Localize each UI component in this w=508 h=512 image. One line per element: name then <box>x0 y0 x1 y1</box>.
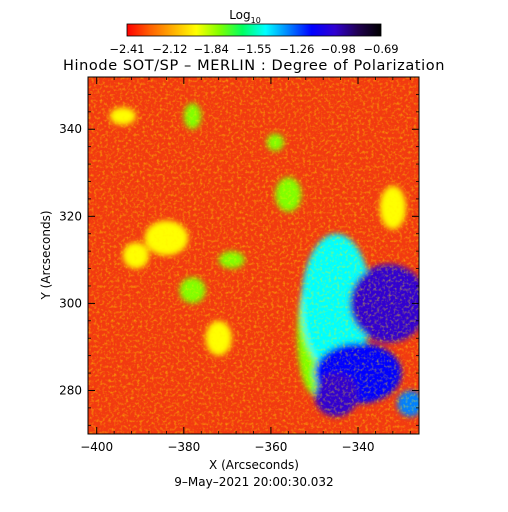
x-tick-label: −380 <box>167 440 200 454</box>
y-tick-label: 340 <box>59 122 82 136</box>
colorbar-tick-label: −1.55 <box>236 42 271 56</box>
x-axis: −400 −380 −360 −340 <box>80 77 411 454</box>
y-axis: 280 300 320 340 <box>59 76 419 426</box>
colorbar-label: Log10 <box>229 8 261 25</box>
heatmap-speckle <box>88 77 419 434</box>
colorbar-tick-label: −2.41 <box>109 42 144 56</box>
x-tick-label: −400 <box>80 440 113 454</box>
colorbar-tick-label: −2.12 <box>152 42 187 56</box>
x-tick-label: −360 <box>254 440 287 454</box>
y-tick-label: 320 <box>59 209 82 223</box>
x-tick-label: −340 <box>342 440 375 454</box>
colorbar-tick-label: −1.84 <box>194 42 229 56</box>
colorbar: Log10 −2.41 −2.12 −1.84 −1.55 −1.26 −0.98 −0.6… <box>109 8 398 56</box>
y-axis-label: Y (Arcseconds) <box>39 210 53 300</box>
colorbar-gradient <box>126 23 382 37</box>
heatmap-image <box>88 77 419 434</box>
chart-title: Hinode SOT/SP – MERLIN : Degree of Polar… <box>63 58 445 74</box>
colorbar-tick-label: −0.69 <box>363 42 398 56</box>
timestamp: 9–May–2021 20:00:30.032 <box>174 475 333 489</box>
y-tick-label: 300 <box>59 296 82 310</box>
y-tick-label: 280 <box>59 383 82 397</box>
x-axis-label: X (Arcseconds) <box>209 458 299 472</box>
colorbar-tick-label: −0.98 <box>321 42 356 56</box>
colorbar-tick-label: −1.26 <box>279 42 314 56</box>
